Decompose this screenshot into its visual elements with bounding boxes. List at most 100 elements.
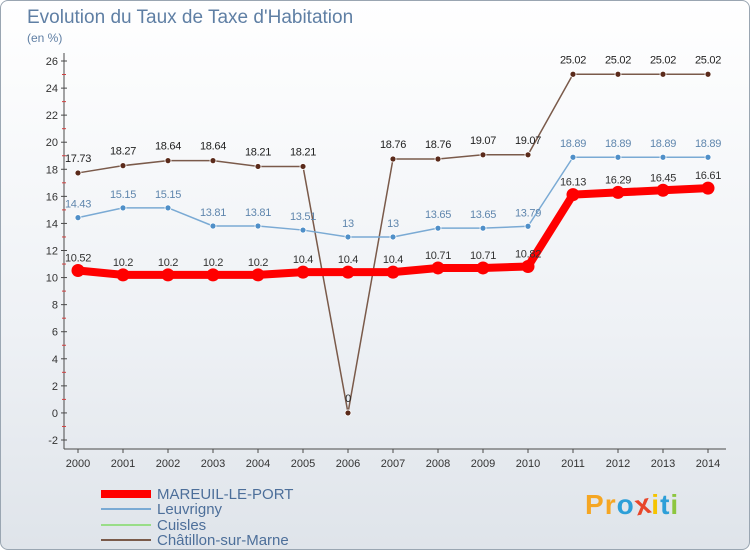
data-label-mareuil: 10.82: [515, 248, 541, 260]
data-point-chatillon: [524, 151, 532, 159]
data-point-leuvrigny: [524, 222, 532, 230]
data-label-chatillon: 18.64: [155, 141, 181, 153]
data-point-chatillon: [389, 155, 397, 163]
data-label-chatillon: 18.64: [200, 141, 226, 153]
data-point-leuvrigny: [434, 224, 442, 232]
data-label-leuvrigny: 13: [387, 218, 399, 230]
data-label-leuvrigny: 13.81: [200, 207, 226, 219]
data-label-chatillon: 18.21: [290, 146, 316, 158]
data-label-leuvrigny: 13.65: [470, 209, 496, 221]
y-tick-label: 20: [46, 137, 58, 149]
data-point-chatillon: [344, 409, 352, 417]
series-mareuil: 10.52 10.2 10.2 10.2 10.2 10.4 10.4 10.4 10.71 10…: [65, 170, 721, 282]
data-label-mareuil: 16.29: [605, 174, 631, 186]
data-point-leuvrigny: [389, 233, 397, 241]
x-tick-label: 2013: [651, 458, 675, 470]
legend-item-chatillon: Châtillon-sur-Marne: [101, 531, 289, 549]
data-point-mareuil: [521, 259, 535, 273]
data-point-mareuil: [431, 261, 445, 275]
series-line-chatillon: [77, 73, 708, 414]
legend-label-cuisles: Cuisles: [157, 516, 207, 534]
data-point-mareuil: [251, 268, 265, 282]
data-label-mareuil: 10.4: [338, 254, 358, 266]
chart-title: Evolution du Taux de Taxe d'Habitation: [27, 7, 354, 28]
y-tick-label: 14: [46, 218, 58, 230]
x-tick-label: 2001: [111, 458, 135, 470]
x-tick-label: 2002: [156, 458, 180, 470]
logo-letter: i: [670, 489, 680, 520]
data-point-chatillon: [254, 163, 262, 170]
x-tick-label: 2004: [246, 458, 270, 470]
data-point-chatillon: [209, 157, 217, 165]
x-tick-label: 2011: [561, 458, 585, 470]
y-tick-label: 16: [46, 191, 58, 203]
logo-letter: t: [660, 489, 671, 520]
series-chatillon: 17.73 18.27 18.64 18.64 18.21 18.21 0 18.76 18.7…: [65, 54, 721, 417]
data-point-mareuil: [296, 265, 310, 279]
legend-swatch-leuvrigny: [101, 508, 151, 510]
data-label-leuvrigny: 13: [342, 218, 354, 230]
data-label-mareuil: 10.71: [470, 250, 496, 262]
data-point-leuvrigny: [344, 233, 352, 241]
data-point-chatillon: [614, 70, 622, 78]
data-point-leuvrigny: [299, 226, 307, 234]
data-label-chatillon: 25.02: [560, 54, 586, 66]
legend-swatch-mareuil: [101, 490, 151, 498]
data-label-chatillon: 18.27: [110, 146, 136, 158]
data-point-leuvrigny: [614, 153, 622, 161]
x-tick-label: 2007: [381, 458, 405, 470]
data-label-leuvrigny: 14.43: [65, 199, 91, 211]
data-label-mareuil: 10.2: [158, 257, 178, 269]
data-point-chatillon: [434, 155, 442, 163]
data-label-mareuil: 10.71: [425, 250, 451, 262]
logo-letter: r: [604, 489, 617, 520]
y-tick-label: 2: [52, 381, 58, 393]
series-leuvrigny: 14.43 15.15 15.15 13.81 13.81 13.51 13 13 13.65 1…: [65, 138, 721, 241]
x-tick-label: 2014: [696, 458, 720, 470]
y-tick-label: 8: [52, 300, 58, 312]
data-label-leuvrigny: 18.89: [695, 138, 721, 150]
data-point-mareuil: [656, 183, 670, 197]
y-tick-label: -2: [48, 435, 58, 447]
y-tick-label: 10: [46, 273, 58, 285]
data-point-chatillon: [479, 151, 487, 159]
data-label-chatillon: 25.02: [605, 54, 631, 66]
data-point-mareuil: [701, 181, 715, 195]
x-tick-label: 2006: [336, 458, 360, 470]
x-tick-label: 2003: [201, 458, 225, 470]
data-label-leuvrigny: 13.81: [245, 207, 271, 219]
data-label-mareuil: 10.52: [65, 253, 91, 265]
data-label-leuvrigny: 13.79: [515, 207, 541, 219]
y-tick-label: 4: [52, 354, 58, 366]
data-point-chatillon: [704, 70, 712, 78]
data-label-chatillon: 0: [345, 393, 351, 405]
x-tick-label: 2008: [426, 458, 450, 470]
data-label-chatillon: 18.76: [425, 139, 451, 151]
data-label-chatillon: 19.07: [515, 135, 541, 147]
data-point-chatillon: [299, 163, 307, 170]
y-tick-label: 18: [46, 164, 58, 176]
proxiti-logo: Proxiti: [585, 488, 680, 522]
data-point-mareuil: [566, 188, 580, 202]
logo-letter: i: [651, 489, 661, 520]
data-point-leuvrigny: [74, 214, 82, 222]
data-point-leuvrigny: [119, 204, 127, 212]
data-point-mareuil: [476, 261, 490, 275]
data-label-leuvrigny: 13.51: [290, 211, 316, 223]
y-tick-label: 12: [46, 246, 58, 258]
data-point-mareuil: [611, 185, 625, 199]
data-point-leuvrigny: [569, 153, 577, 161]
y-tick-label: 0: [52, 408, 58, 420]
data-point-mareuil: [71, 264, 85, 278]
legend-label-chatillon: Châtillon-sur-Marne: [157, 531, 289, 549]
logo-letter: o: [616, 489, 635, 520]
y-tick-label: 26: [46, 56, 58, 68]
legend-item-cuisles: Cuisles: [101, 516, 207, 534]
data-label-chatillon: 17.73: [65, 153, 91, 165]
y-tick-label: 24: [46, 83, 58, 95]
data-point-leuvrigny: [479, 224, 487, 232]
data-label-mareuil: 10.4: [293, 254, 313, 266]
y-tick-label: 22: [46, 110, 58, 122]
